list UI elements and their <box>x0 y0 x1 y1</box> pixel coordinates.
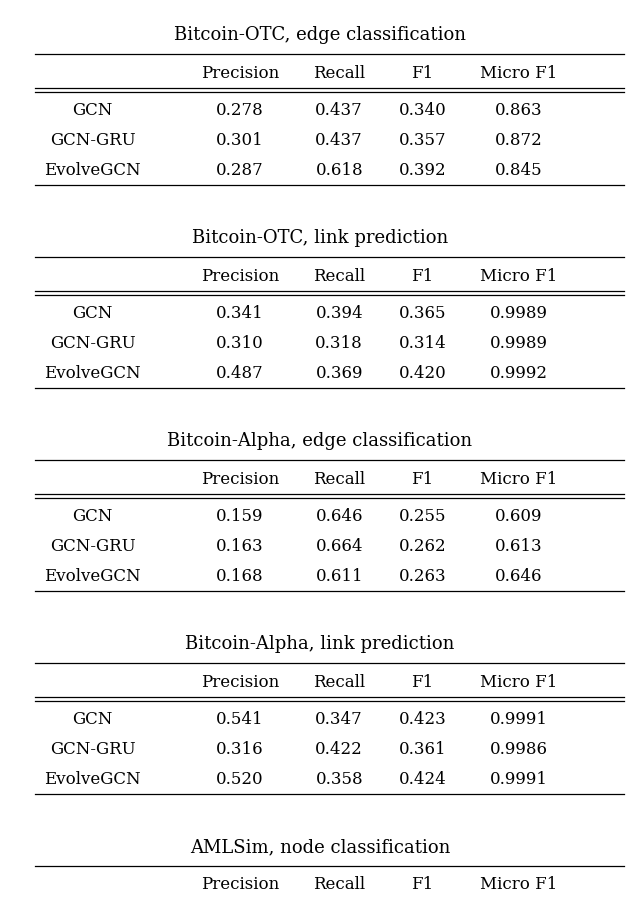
Text: Micro F1: Micro F1 <box>480 65 557 82</box>
Text: 0.520: 0.520 <box>216 770 264 788</box>
Text: 0.341: 0.341 <box>216 305 264 322</box>
Text: F1: F1 <box>412 268 433 285</box>
Text: 0.9986: 0.9986 <box>490 741 547 758</box>
Text: 0.646: 0.646 <box>495 568 542 585</box>
Text: 0.423: 0.423 <box>399 711 446 728</box>
Text: GCN-GRU: GCN-GRU <box>50 538 136 555</box>
Text: Micro F1: Micro F1 <box>480 471 557 488</box>
Text: 0.310: 0.310 <box>216 335 264 352</box>
Text: 0.168: 0.168 <box>216 568 264 585</box>
Text: GCN: GCN <box>72 102 113 119</box>
Text: 0.340: 0.340 <box>399 102 446 119</box>
Text: 0.541: 0.541 <box>216 711 264 728</box>
Text: GCN: GCN <box>72 305 113 322</box>
Text: 0.316: 0.316 <box>216 741 264 758</box>
Text: EvolveGCN: EvolveGCN <box>45 770 141 788</box>
Text: 0.358: 0.358 <box>316 770 363 788</box>
Text: Bitcoin-OTC, link prediction: Bitcoin-OTC, link prediction <box>192 229 448 247</box>
Text: 0.424: 0.424 <box>399 770 446 788</box>
Text: 0.863: 0.863 <box>495 102 542 119</box>
Text: Micro F1: Micro F1 <box>480 876 557 894</box>
Text: 0.872: 0.872 <box>495 132 542 149</box>
Text: 0.278: 0.278 <box>216 102 264 119</box>
Text: 0.9991: 0.9991 <box>490 770 547 788</box>
Text: Recall: Recall <box>313 876 365 894</box>
Text: 0.287: 0.287 <box>216 162 264 179</box>
Text: 0.365: 0.365 <box>399 305 446 322</box>
Text: Recall: Recall <box>313 268 365 285</box>
Text: GCN-GRU: GCN-GRU <box>50 132 136 149</box>
Text: F1: F1 <box>412 674 433 691</box>
Text: 0.611: 0.611 <box>316 568 363 585</box>
Text: 0.361: 0.361 <box>399 741 446 758</box>
Text: Micro F1: Micro F1 <box>480 674 557 691</box>
Text: Precision: Precision <box>201 65 279 82</box>
Text: EvolveGCN: EvolveGCN <box>45 365 141 382</box>
Text: 0.618: 0.618 <box>316 162 363 179</box>
Text: 0.314: 0.314 <box>399 335 446 352</box>
Text: Recall: Recall <box>313 471 365 488</box>
Text: GCN: GCN <box>72 508 113 525</box>
Text: 0.9989: 0.9989 <box>490 335 547 352</box>
Text: F1: F1 <box>412 65 433 82</box>
Text: 0.392: 0.392 <box>399 162 446 179</box>
Text: 0.357: 0.357 <box>399 132 446 149</box>
Text: 0.318: 0.318 <box>316 335 363 352</box>
Text: Precision: Precision <box>201 876 279 894</box>
Text: Micro F1: Micro F1 <box>480 268 557 285</box>
Text: 0.487: 0.487 <box>216 365 264 382</box>
Text: Bitcoin-Alpha, link prediction: Bitcoin-Alpha, link prediction <box>186 635 454 653</box>
Text: 0.263: 0.263 <box>399 568 446 585</box>
Text: Recall: Recall <box>313 65 365 82</box>
Text: F1: F1 <box>412 876 433 894</box>
Text: Bitcoin-Alpha, edge classification: Bitcoin-Alpha, edge classification <box>168 432 472 450</box>
Text: 0.646: 0.646 <box>316 508 363 525</box>
Text: 0.301: 0.301 <box>216 132 264 149</box>
Text: GCN-GRU: GCN-GRU <box>50 741 136 758</box>
Text: GCN: GCN <box>72 711 113 728</box>
Text: Precision: Precision <box>201 471 279 488</box>
Text: 0.262: 0.262 <box>399 538 446 555</box>
Text: 0.9989: 0.9989 <box>490 305 547 322</box>
Text: 0.437: 0.437 <box>316 132 363 149</box>
Text: 0.422: 0.422 <box>316 741 363 758</box>
Text: 0.369: 0.369 <box>316 365 363 382</box>
Text: 0.9992: 0.9992 <box>490 365 547 382</box>
Text: Bitcoin-OTC, edge classification: Bitcoin-OTC, edge classification <box>174 26 466 44</box>
Text: 0.255: 0.255 <box>399 508 446 525</box>
Text: Precision: Precision <box>201 674 279 691</box>
Text: 0.609: 0.609 <box>495 508 542 525</box>
Text: EvolveGCN: EvolveGCN <box>45 568 141 585</box>
Text: 0.159: 0.159 <box>216 508 264 525</box>
Text: AMLSim, node classification: AMLSim, node classification <box>190 838 450 856</box>
Text: 0.664: 0.664 <box>316 538 363 555</box>
Text: 0.9991: 0.9991 <box>490 711 547 728</box>
Text: GCN-GRU: GCN-GRU <box>50 335 136 352</box>
Text: 0.613: 0.613 <box>495 538 542 555</box>
Text: 0.163: 0.163 <box>216 538 264 555</box>
Text: 0.347: 0.347 <box>316 711 363 728</box>
Text: 0.420: 0.420 <box>399 365 446 382</box>
Text: 0.437: 0.437 <box>316 102 363 119</box>
Text: Precision: Precision <box>201 268 279 285</box>
Text: F1: F1 <box>412 471 433 488</box>
Text: EvolveGCN: EvolveGCN <box>45 162 141 179</box>
Text: 0.845: 0.845 <box>495 162 542 179</box>
Text: 0.394: 0.394 <box>316 305 363 322</box>
Text: Recall: Recall <box>313 674 365 691</box>
